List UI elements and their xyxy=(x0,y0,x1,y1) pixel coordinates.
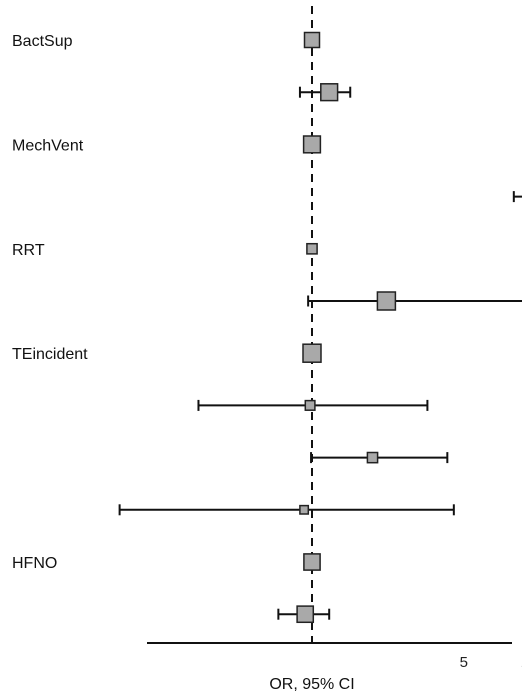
point-estimate-box xyxy=(366,451,379,464)
x-tick-labels: 510152025 xyxy=(460,654,522,671)
point-estimate-box xyxy=(303,31,321,49)
row-label: MechVent xyxy=(12,137,84,154)
row-label: TEincident xyxy=(12,346,88,363)
point-estimate-box xyxy=(296,605,315,624)
point-estimate-box xyxy=(299,504,310,515)
row-label: HFNO xyxy=(12,555,57,572)
point-estimate-box xyxy=(306,242,318,255)
x-tick-label: 5 xyxy=(460,654,468,671)
point-estimate-box xyxy=(302,343,322,363)
row-labels: BactSup MechVent RRT TEincident HFNO xyxy=(12,33,88,572)
point-estimate-box xyxy=(304,399,316,411)
point-estimate-box xyxy=(303,553,321,571)
x-tick-label: 10 xyxy=(521,654,522,671)
row-label: BactSup xyxy=(12,33,73,50)
x-axis-title: OR, 95% CI xyxy=(269,676,354,693)
forest-marks xyxy=(118,31,522,624)
row-label: RRT xyxy=(12,242,45,259)
point-estimate-box xyxy=(302,135,322,154)
point-estimate-box xyxy=(376,291,397,311)
point-estimate-box xyxy=(320,83,339,102)
